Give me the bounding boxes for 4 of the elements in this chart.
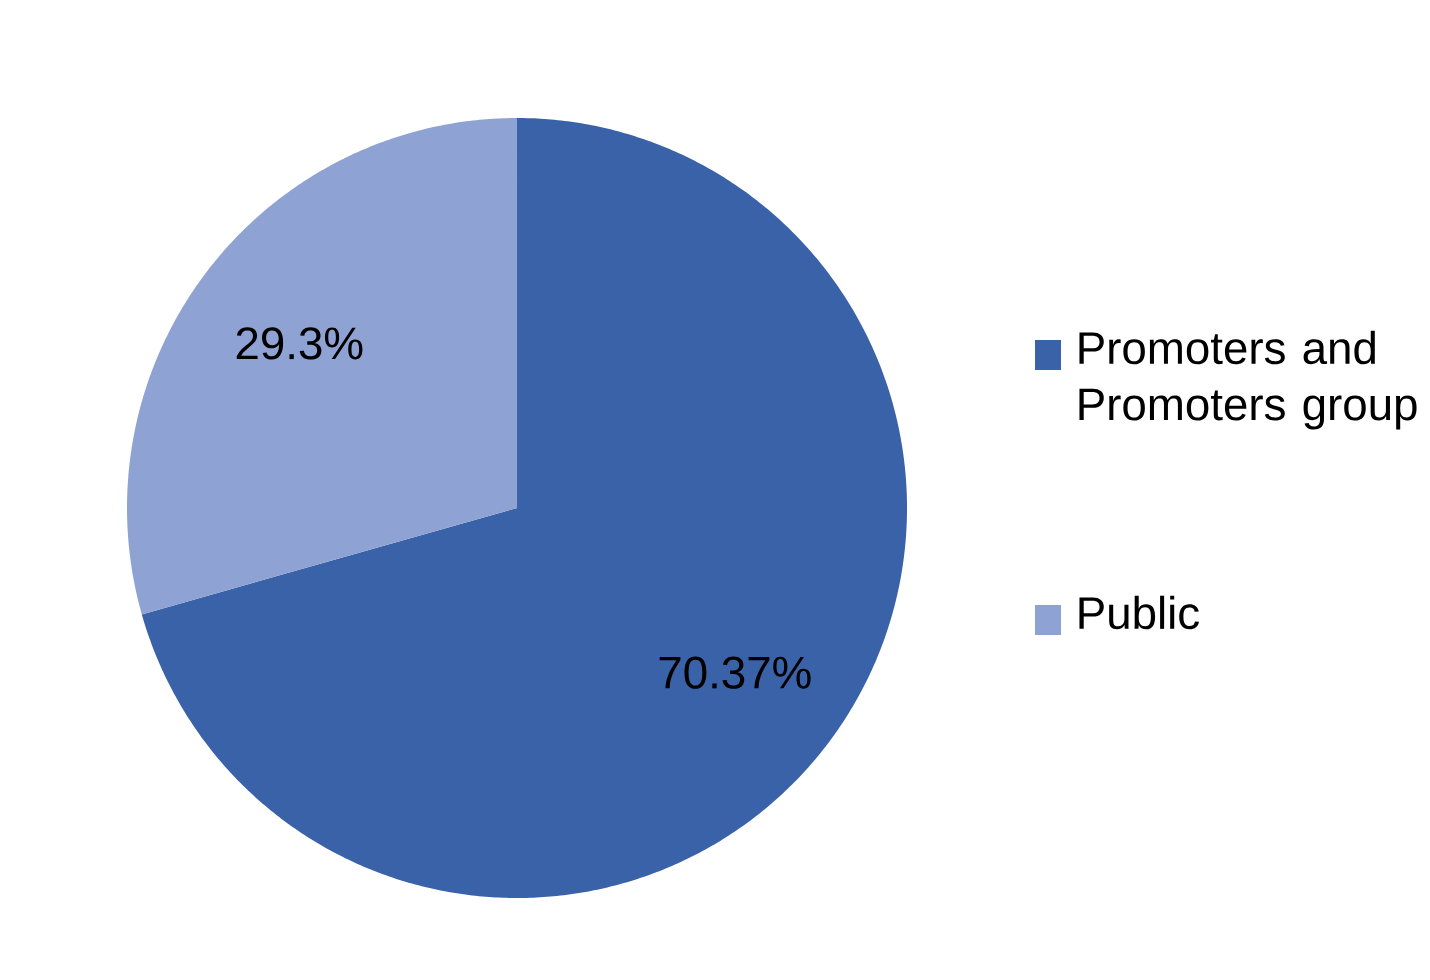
data-label: 70.37% bbox=[659, 656, 811, 689]
legend-label: Promoters and Promoters group bbox=[1079, 330, 1417, 430]
legend-label: Public bbox=[1079, 595, 1199, 630]
data-label: 29.3% bbox=[236, 327, 363, 360]
